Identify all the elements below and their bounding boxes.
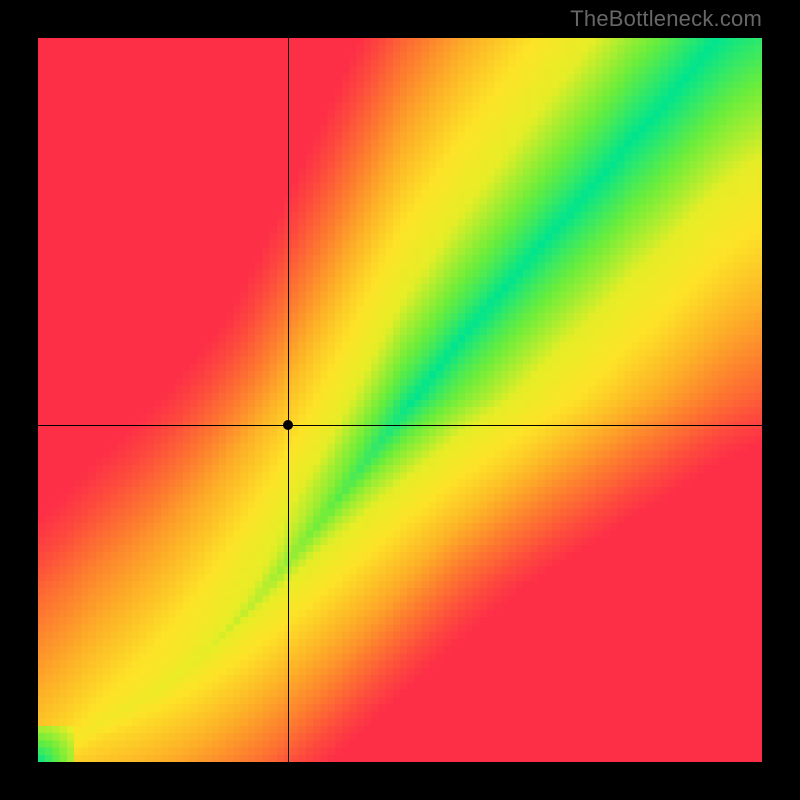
heatmap-canvas	[38, 38, 762, 762]
crosshair-horizontal	[38, 425, 762, 426]
crosshair-vertical	[288, 38, 289, 762]
crosshair-dot	[283, 420, 293, 430]
bottleneck-heatmap	[38, 38, 762, 762]
watermark-text: TheBottleneck.com	[570, 6, 762, 32]
